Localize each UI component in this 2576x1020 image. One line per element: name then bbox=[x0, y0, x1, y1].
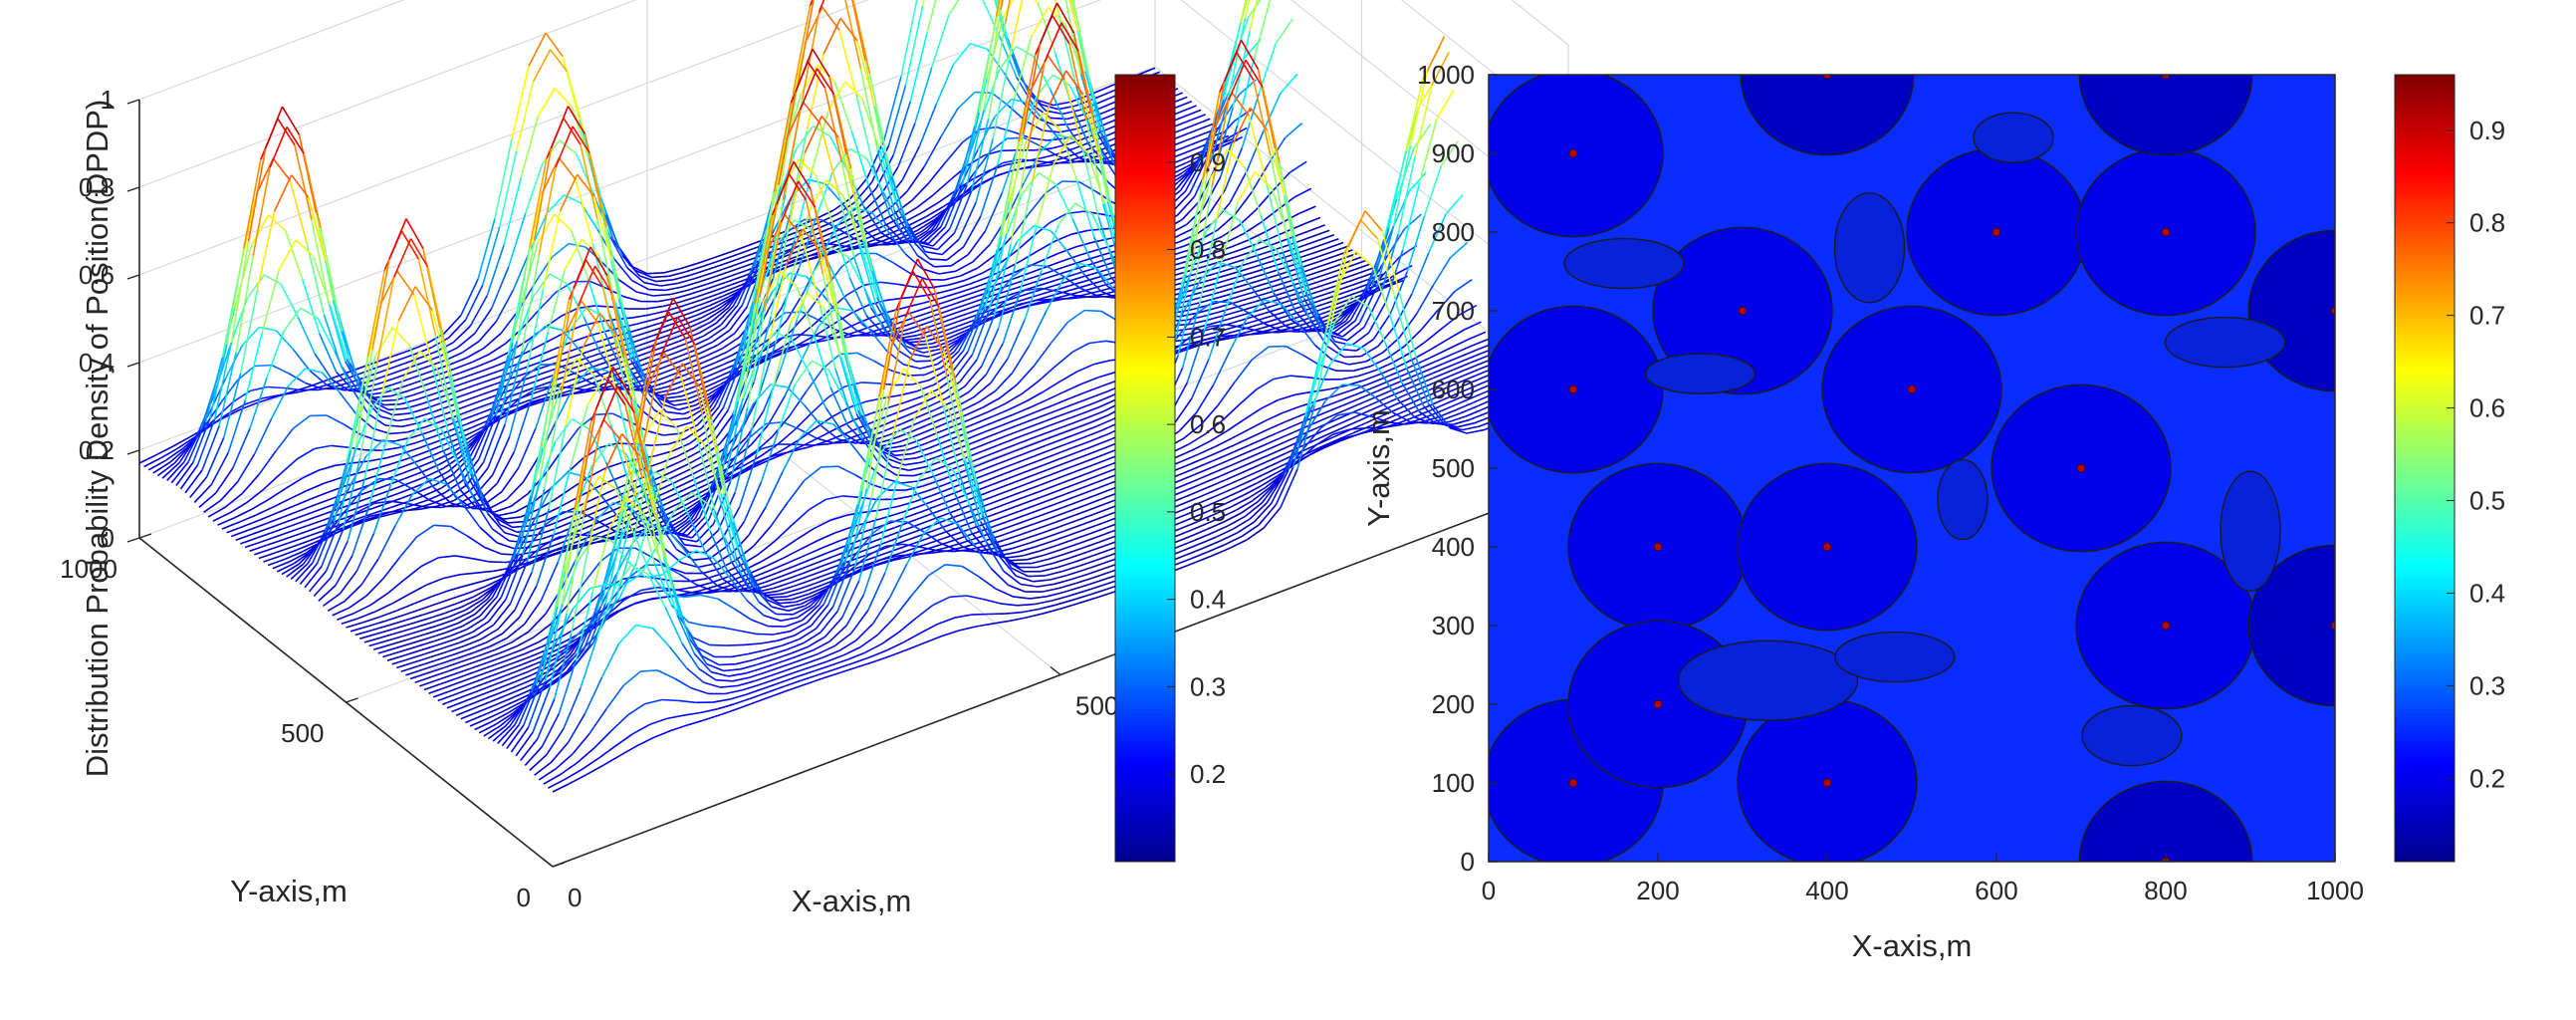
contour-x-tick-label: 200 bbox=[1636, 876, 1679, 905]
surface-y-label: Y-axis,m bbox=[230, 874, 348, 908]
surface-mesh bbox=[138, 0, 1569, 793]
surface-colorbar-tick-label: 0.7 bbox=[1190, 322, 1226, 352]
surface-z-tick-mark bbox=[126, 274, 140, 280]
contour-peak bbox=[1991, 383, 2172, 553]
surface-y-tick-mark bbox=[552, 862, 566, 868]
contour-colorbar-tick-label: 0.8 bbox=[2469, 208, 2505, 238]
contour-peak bbox=[2075, 541, 2256, 710]
contour-y-label: Y-axis,m bbox=[1361, 409, 1396, 527]
surface-y-tick-mark bbox=[346, 697, 358, 703]
contour-low-region bbox=[1563, 237, 1685, 290]
contour-y-tick-label: 1000 bbox=[1417, 60, 1475, 90]
contour-y-tick-label: 300 bbox=[1432, 611, 1475, 640]
surface-z-tick-mark bbox=[126, 186, 140, 192]
surface-z-tick-label: 0.6 bbox=[79, 260, 115, 290]
surface-z-tick-mark bbox=[126, 537, 140, 543]
contour-colorbar-tick-label: 0.2 bbox=[2469, 763, 2505, 793]
contour-peak bbox=[2247, 544, 2335, 707]
surface-x-tick-mark bbox=[1050, 665, 1061, 676]
surface-y-tick-label: 0 bbox=[517, 883, 531, 912]
contour-low-region bbox=[1677, 639, 1859, 721]
contour-peak bbox=[2078, 75, 2253, 156]
contour-colorbar-tick-label: 0.9 bbox=[2469, 116, 2505, 145]
surface-x-tick-mark bbox=[542, 858, 554, 868]
contour-low-region bbox=[1644, 353, 1756, 394]
surface-colorbar-tick-label: 0.2 bbox=[1190, 759, 1226, 789]
contour-peak bbox=[1737, 698, 1918, 862]
surface-z-tick-label: 0 bbox=[101, 523, 115, 553]
contour-y-tick-label: 200 bbox=[1432, 689, 1475, 719]
surface-x-tick-label: 0 bbox=[568, 883, 582, 912]
surface-y-tick-label: 1000 bbox=[60, 554, 117, 584]
contour-peak bbox=[1652, 226, 1833, 395]
contour-colorbar-tick-label: 0.5 bbox=[2469, 486, 2505, 516]
contour-low-region bbox=[1833, 192, 1906, 304]
surface-y-tick-label: 500 bbox=[281, 718, 324, 748]
contour-y-tick-label: 900 bbox=[1432, 138, 1475, 168]
contour-y-tick-label: 0 bbox=[1461, 847, 1475, 877]
contour-peak bbox=[2078, 780, 2253, 862]
contour-peak bbox=[1489, 305, 1664, 474]
surface-colorbar-tick-label: 0.4 bbox=[1190, 585, 1226, 615]
surface-x-tick-label: 500 bbox=[1075, 691, 1118, 721]
contour-peak bbox=[1567, 462, 1749, 632]
contour-colorbar: 0.2 0.3 0.4 0.5 0.6 0.7 0.8 0.9 bbox=[2394, 74, 2505, 863]
contour-peak bbox=[1740, 75, 1915, 156]
surface-colorbar-tick-label: 0.3 bbox=[1190, 671, 1226, 701]
contour-low-region bbox=[2081, 704, 2183, 767]
contour-colorbar-tick-label: 0.3 bbox=[2469, 670, 2505, 700]
contour-colorbar-tick-label: 0.6 bbox=[2469, 393, 2505, 423]
contour-fill bbox=[1489, 75, 2335, 862]
contour-x-label: X-axis,m bbox=[1852, 928, 1973, 963]
contour-x-tick-label: 600 bbox=[1975, 876, 2017, 905]
contour-peak bbox=[1821, 305, 2002, 474]
contour-plot: 0 200 400 600 800 1000 0 100 200 300 400 500 600 700 8… bbox=[1361, 60, 2505, 963]
surface-x-label: X-axis,m bbox=[792, 884, 912, 918]
contour-y-tick-label: 600 bbox=[1432, 375, 1475, 404]
contour-colorbar-tick-label: 0.7 bbox=[2469, 301, 2505, 331]
surface-z-label: Distribution Probability Density of Posi… bbox=[80, 100, 115, 778]
surface-z-tick-label: 0.4 bbox=[79, 348, 115, 378]
contour-peak bbox=[1489, 75, 1664, 238]
contour-y-tick-label: 100 bbox=[1432, 768, 1475, 798]
contour-x-tick-label: 1000 bbox=[2306, 876, 2364, 905]
contour-peak bbox=[1737, 462, 1918, 632]
contour-peak bbox=[2075, 147, 2256, 317]
surface-z-tick-label: 0.8 bbox=[79, 172, 115, 202]
contour-low-region bbox=[1834, 631, 1956, 683]
contour-low-region bbox=[2164, 316, 2286, 369]
surface-z-tick-mark bbox=[126, 449, 140, 455]
surface-z-tick-label: 0.2 bbox=[79, 435, 115, 465]
surface-colorbar-tick-label: 0.8 bbox=[1190, 235, 1226, 265]
contour-x-tick-label: 0 bbox=[1482, 876, 1496, 905]
contour-low-region bbox=[2220, 470, 2281, 592]
surface-z-tick-mark bbox=[126, 362, 140, 368]
contour-y-tick-label: 800 bbox=[1432, 217, 1475, 247]
surface-z-tick-mark bbox=[126, 99, 140, 105]
surface-y-tick-mark bbox=[138, 533, 152, 539]
contour-x-tick-label: 800 bbox=[2144, 876, 2187, 905]
contour-y-tick-label: 700 bbox=[1432, 296, 1475, 326]
surface-colorbar-tick-label: 0.9 bbox=[1190, 147, 1226, 177]
contour-x-tick-label: 400 bbox=[1805, 876, 1848, 905]
surface-z-tick-label: 1 bbox=[101, 85, 115, 115]
surface-colorbar-tick-label: 0.5 bbox=[1190, 497, 1226, 527]
surface-colorbar-tick-label: 0.6 bbox=[1190, 409, 1226, 439]
contour-colorbar-tick-label: 0.4 bbox=[2469, 578, 2505, 608]
contour-low-region bbox=[1973, 112, 2054, 163]
surface-plot: 00.20.40.60.810500100005001000 Distribut… bbox=[60, 0, 1641, 918]
contour-ticks: 0 200 400 600 800 1000 0 100 200 300 400 500 600 700 8… bbox=[1417, 60, 2364, 905]
contour-y-tick-label: 500 bbox=[1432, 453, 1475, 483]
contour-low-region bbox=[1937, 458, 1989, 541]
contour-peak bbox=[1906, 147, 2087, 317]
surface-colorbar: 0.2 0.3 0.4 0.5 0.6 0.7 0.8 0.9 bbox=[1114, 74, 1226, 863]
contour-y-tick-label: 400 bbox=[1432, 532, 1475, 562]
